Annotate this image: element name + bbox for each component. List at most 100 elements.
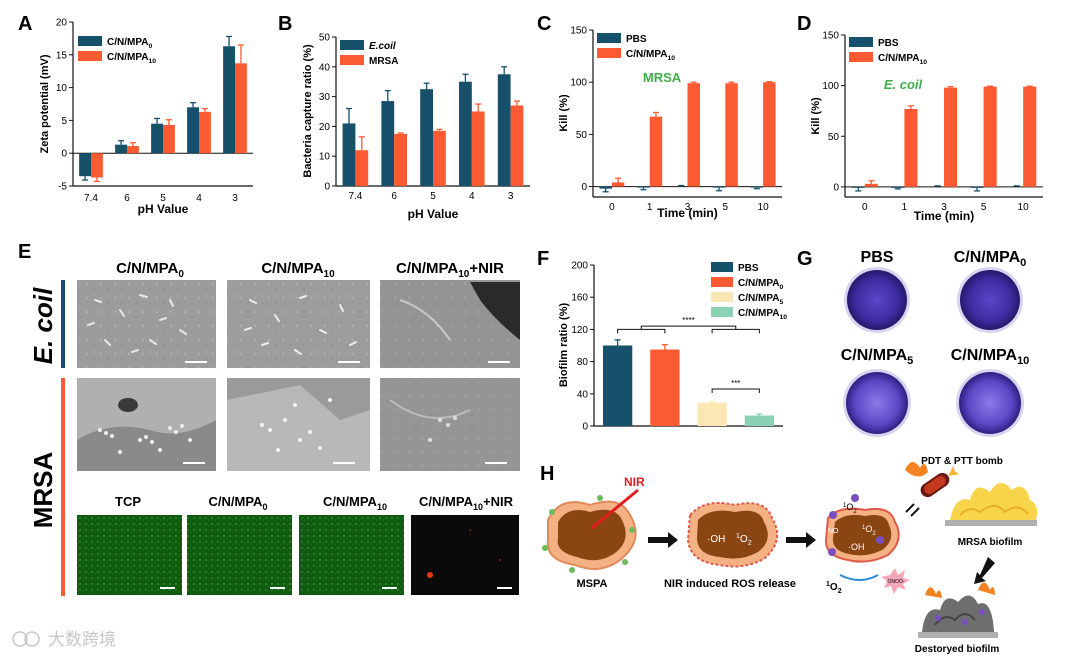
y-axis-title: Zeta potential (mV) <box>39 54 51 153</box>
annotation: MRSA <box>643 70 682 85</box>
onoo-burst-icon <box>881 568 910 594</box>
fluor-tcp <box>77 515 182 595</box>
arrow-1-icon <box>648 532 678 548</box>
fluor-mpa10 <box>299 515 404 595</box>
bomb-fire-icon <box>905 461 928 477</box>
bar <box>510 105 524 186</box>
row-bar-mrsa <box>61 378 65 596</box>
bomb-label: PDT & PTT bomb <box>921 456 1003 467</box>
fluor-mpa10-nir <box>411 515 519 595</box>
annotation: E. coil <box>884 77 923 92</box>
legend-label: MRSA <box>369 56 398 67</box>
x-axis-title: Time (min) <box>914 209 974 223</box>
bar <box>864 183 878 187</box>
legend-label-main: C/N/MPA <box>626 49 667 60</box>
e-col-header-2: C/N/MPA10 <box>261 260 335 280</box>
ros-release-label: NIR induced ROS release <box>664 578 796 590</box>
ros-particle <box>686 502 779 568</box>
bar <box>355 150 369 186</box>
legend-label: PBS <box>738 263 759 274</box>
sem-mrsa-mpa10 <box>227 378 370 471</box>
y-tick-label: 150 <box>570 26 587 37</box>
y-tick-label: 160 <box>571 293 588 304</box>
fluor-label-mpa10-nir: C/N/MPA10+NIR <box>419 494 514 512</box>
legend-label-sub: 10 <box>667 55 675 62</box>
y-tick-label: 40 <box>577 389 589 400</box>
legend-label-sub: 0 <box>779 284 783 291</box>
panel-label-g: G <box>797 248 813 270</box>
y-tick-label: 5 <box>61 116 67 127</box>
attack-oh-label: ·OH <box>848 542 865 552</box>
x-tick-label: 5 <box>981 202 987 213</box>
mspa-label: MSPA <box>577 578 608 590</box>
bar <box>394 133 408 186</box>
x-tick-label: 5 <box>160 193 166 204</box>
bar <box>599 186 612 189</box>
arrow-3-icon <box>974 557 995 584</box>
bar <box>199 111 211 154</box>
x-tick-label: 4 <box>196 193 202 204</box>
bar <box>420 89 433 186</box>
y-tick-label: 20 <box>56 18 68 29</box>
mrsa-biofilm-illustration <box>945 482 1038 526</box>
x-tick-label: 10 <box>1018 202 1030 213</box>
well-label-pbs: PBS <box>861 249 894 266</box>
legend-label-main: C/N/MPA <box>878 53 919 64</box>
legend-label: C/N/MPA0 <box>738 278 783 291</box>
bar <box>712 186 726 188</box>
panel-e: C/N/MPA0 C/N/MPA10 C/N/MPA10+NIR E. coil… <box>28 260 520 596</box>
well-mpa10 <box>956 369 1024 437</box>
x-axis-title: Time (min) <box>657 206 717 220</box>
attack-o2-bottom: 1O2 <box>826 581 842 595</box>
bar <box>649 116 663 187</box>
sig-bracket <box>617 328 666 334</box>
well-label-mpa0: C/N/MPA0 <box>954 249 1027 269</box>
bar <box>127 145 139 154</box>
bar <box>458 81 472 186</box>
destroyed-biofilm-illustration <box>918 582 998 638</box>
legend-label: E.coil <box>369 41 396 52</box>
legend-swatch <box>597 33 621 43</box>
x-tick-label: 5 <box>723 202 729 213</box>
x-tick-label: 10 <box>758 202 770 213</box>
legend-swatch <box>78 36 102 46</box>
equals-icon <box>905 503 920 517</box>
x-axis-title: pH Value <box>408 207 459 221</box>
x-tick-label: 1 <box>902 202 908 213</box>
sig-bracket <box>640 325 737 330</box>
bar <box>650 349 680 426</box>
legend-label-main: C/N/MPA <box>107 37 148 48</box>
sem-mrsa-mpa10-nir <box>380 378 520 471</box>
legend-swatch <box>849 52 873 62</box>
legend-label: C/N/MPA10 <box>107 52 156 65</box>
y-axis-title: Biofilm ratio (%) <box>558 303 570 388</box>
panel-g: PBS C/N/MPA0 C/N/MPA5 C/N/MPA10 <box>841 249 1029 437</box>
legend-label: C/N/MPA0 <box>107 37 152 50</box>
bar <box>151 123 163 154</box>
x-tick-label: 6 <box>124 193 130 204</box>
x-tick-label: 3 <box>685 202 691 213</box>
bar <box>891 186 905 188</box>
legend-swatch <box>597 48 621 58</box>
y-tick-label: 150 <box>822 31 839 42</box>
bar <box>187 107 199 154</box>
legend-label-sub: 10 <box>919 59 927 66</box>
legend-label-sub: 10 <box>148 58 156 65</box>
x-tick-label: 6 <box>391 191 397 202</box>
legend-swatch <box>340 40 364 50</box>
x-tick-label: 7.4 <box>84 193 98 204</box>
panel-h: NIR MSPA ·OH 1O2 NIR induced ROS release… <box>542 456 1038 655</box>
mspa-particle <box>542 495 637 573</box>
y-tick-label: -5 <box>58 182 67 193</box>
sig-label: **** <box>682 316 694 325</box>
row-bar-ecoil <box>61 280 65 368</box>
row-label-mrsa: MRSA <box>28 452 58 529</box>
bar <box>970 186 984 188</box>
y-axis-title: Kill (%) <box>558 94 570 132</box>
bar <box>1023 86 1037 187</box>
bar <box>687 83 700 187</box>
fluor-label-mpa10: C/N/MPA10 <box>323 494 387 512</box>
panel-label-e: E <box>18 241 31 263</box>
bar <box>602 345 633 426</box>
